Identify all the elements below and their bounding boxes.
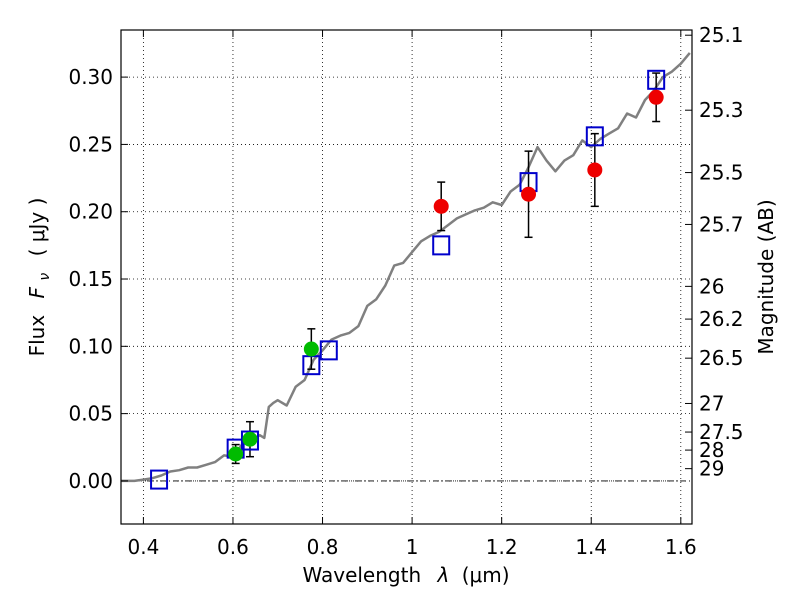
x-axis-label-prefix: Wavelength: [302, 563, 421, 587]
y-tick-label: 0.05: [68, 402, 113, 426]
y2-tick-label: 25.1: [699, 23, 744, 47]
model-photometry-points: [150, 69, 666, 490]
y2-tick-label: 26.2: [699, 307, 744, 331]
observed-points: [228, 89, 664, 462]
model-photometry-square: [240, 430, 259, 451]
x-tick-label: 1: [406, 535, 419, 559]
y-axis-title: Flux F ν ( μJy ): [25, 198, 54, 357]
x-tick-label: 0.8: [307, 535, 339, 559]
spectrum-line: [121, 52, 691, 483]
model-photometry-square: [150, 469, 169, 490]
y-tick-labels: 0.00 0.05 0.10 0.15 0.20 0.25 0.30: [68, 65, 113, 493]
y2-tick-label: 29: [699, 457, 724, 481]
x-tick-label: 0.6: [217, 535, 249, 559]
y-axis-label-unit: ( μJy ): [25, 198, 49, 257]
x-axis-label-math: λ: [437, 563, 450, 587]
error-bars: [231, 72, 661, 465]
plot-frame: [120, 29, 693, 525]
y2-tick-label: 25.7: [699, 212, 744, 236]
x-axis-label-unit: (μm): [462, 563, 510, 587]
y-axis-label-math-sub: ν: [37, 273, 53, 281]
y2-axis-title: Magnitude (AB): [754, 199, 778, 354]
observed-point: [303, 341, 319, 357]
x-tick-label: 1.4: [575, 535, 607, 559]
y-tick-label: 0.20: [68, 200, 113, 224]
model-spectrum: [121, 52, 691, 483]
observed-point: [242, 431, 258, 447]
y-tick-label: 0.00: [68, 469, 113, 493]
y2-tick-label: 27: [699, 391, 724, 415]
axis-ticks: [121, 30, 692, 524]
model-photometry-square: [585, 126, 604, 147]
y-tick-label: 0.25: [68, 132, 113, 156]
observed-point: [433, 198, 449, 214]
x-tick-label: 1.2: [486, 535, 518, 559]
y2-tick-label: 26: [699, 274, 724, 298]
y2-tick-label: 27.5: [699, 420, 744, 444]
y2-tick-label: 25.3: [699, 98, 744, 122]
y2-tick-label: 28: [699, 438, 724, 462]
grid-lines: [121, 30, 692, 524]
y2-tick-label: 25.5: [699, 161, 744, 185]
x-tick-labels: 0.4 0.6 0.8 1 1.2 1.4 1.6: [127, 535, 696, 559]
y-axis-label-prefix: Flux: [25, 315, 49, 357]
observed-point: [521, 186, 537, 202]
observed-point: [228, 446, 244, 462]
y-tick-label: 0.10: [68, 334, 113, 358]
x-tick-label: 1.6: [665, 535, 697, 559]
y2-tick-label: 26.5: [699, 346, 744, 370]
x-tick-label: 0.4: [127, 535, 159, 559]
x-axis-title: Wavelength λ (μm): [302, 563, 509, 587]
model-photometry-square: [647, 69, 666, 90]
y-tick-label: 0.15: [68, 267, 113, 291]
model-photometry-square: [319, 340, 338, 361]
observed-point: [587, 162, 603, 178]
observed-point: [648, 89, 664, 105]
y-axis-label-math: F: [25, 286, 49, 298]
y-tick-label: 0.30: [68, 65, 113, 89]
model-photometry-square: [432, 235, 451, 256]
